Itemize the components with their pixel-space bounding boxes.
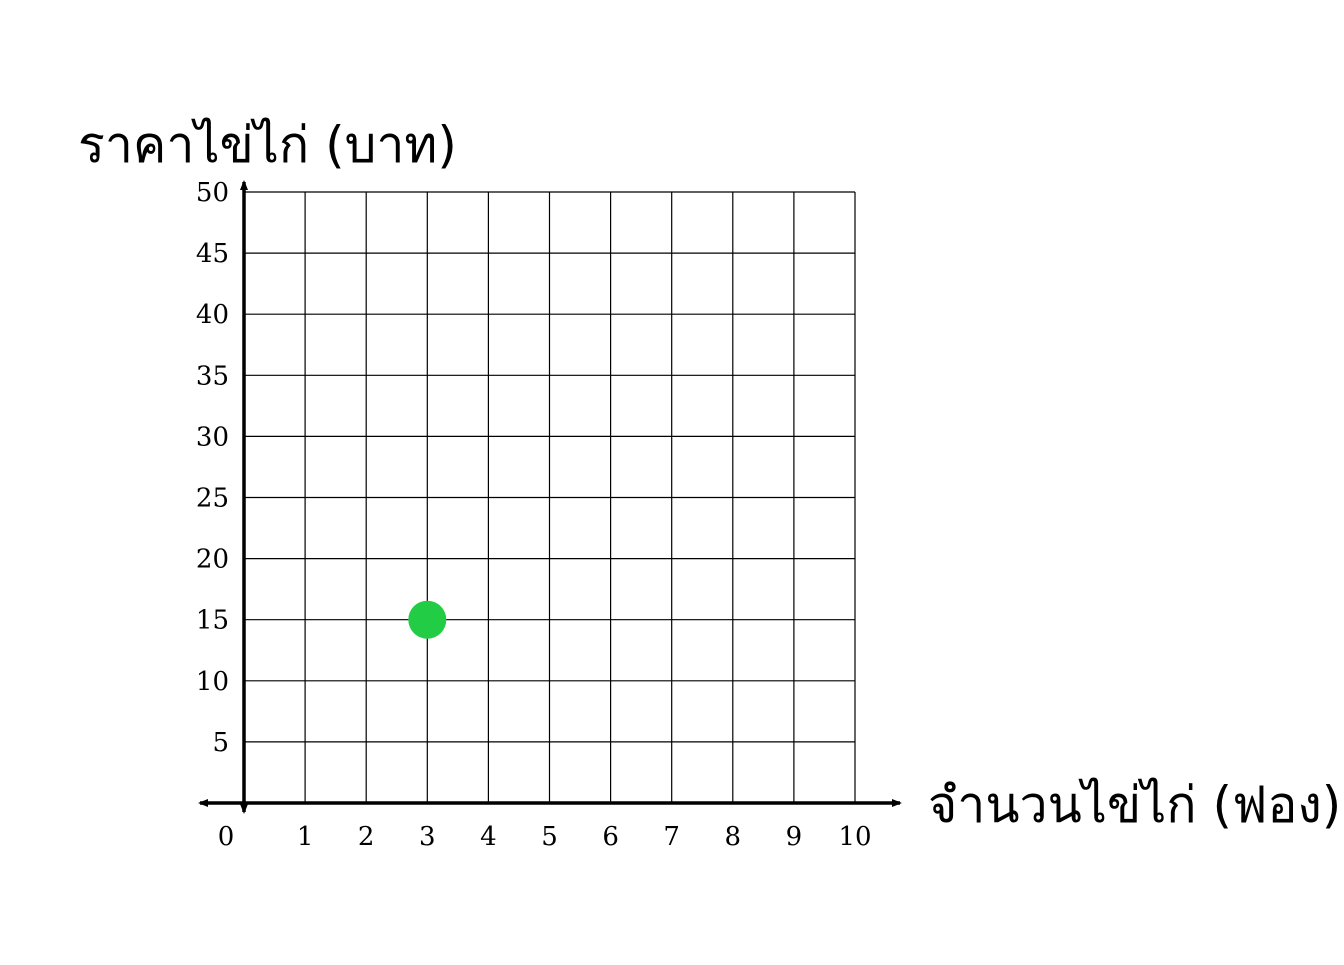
y-tick-label: 25 xyxy=(196,484,229,514)
y-tick-label: 30 xyxy=(196,422,229,452)
x-tick-label: 10 xyxy=(838,822,871,852)
y-tick-label: 50 xyxy=(196,178,229,208)
data-point xyxy=(408,600,447,639)
x-tick-label: 2 xyxy=(358,822,375,852)
x-tick-label: 6 xyxy=(602,822,619,852)
y-axis-label: ราคาไข่ไก่ (บาท) xyxy=(78,116,457,174)
y-tick-label: 20 xyxy=(196,545,229,575)
x-axis-label: จำนวนไข่ไก่ (ฟอง) xyxy=(928,776,1341,834)
y-tick-label: 15 xyxy=(196,606,229,636)
x-tick-label: 1 xyxy=(297,822,314,852)
y-tick-label: 35 xyxy=(196,361,229,391)
y-tick-label: 5 xyxy=(212,728,229,758)
grid xyxy=(243,191,856,804)
y-tick-label: 45 xyxy=(196,239,229,269)
y-tick-label: 40 xyxy=(196,300,229,330)
x-tick-label: 4 xyxy=(480,822,497,852)
x-tick-label: 9 xyxy=(786,822,803,852)
x-tick-label: 7 xyxy=(663,822,680,852)
x-tick-label: 5 xyxy=(541,822,558,852)
axes xyxy=(198,180,902,814)
x-tick-label: 3 xyxy=(419,822,436,852)
x-tick-label: 0 xyxy=(218,822,235,852)
x-tick-label: 8 xyxy=(725,822,742,852)
data-points xyxy=(408,600,447,639)
y-tick-label: 10 xyxy=(196,667,229,697)
